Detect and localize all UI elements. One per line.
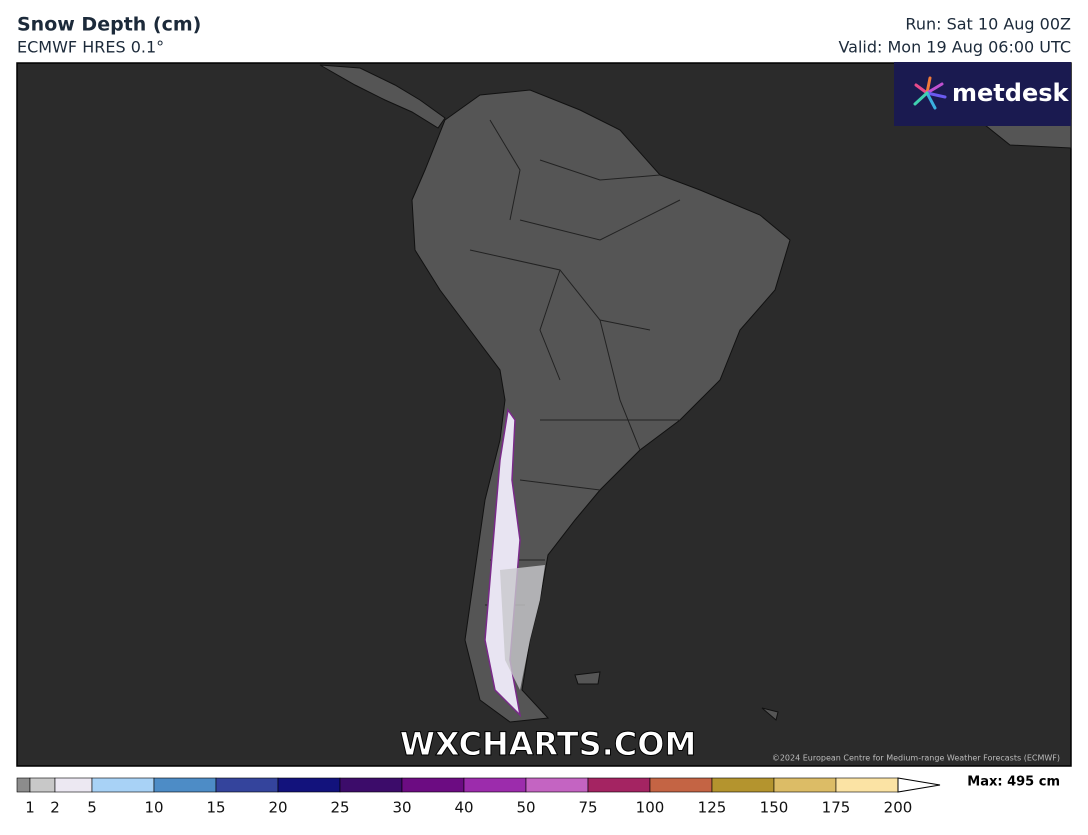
legend-label: 30 [392, 799, 411, 817]
logo-icon [913, 76, 947, 110]
copyright: ©2024 European Centre for Medium-range W… [772, 754, 1060, 763]
legend-label: 200 [884, 799, 913, 817]
legend-label: 10 [144, 799, 163, 817]
legend-swatch [277, 777, 341, 793]
central-america [319, 64, 446, 129]
logo-box [894, 62, 1071, 126]
legend-label: 5 [87, 799, 97, 817]
legend-swatch [339, 777, 403, 793]
snow [500, 565, 545, 690]
legend-swatch [29, 777, 56, 793]
legend-label: 15 [206, 799, 225, 817]
legend-arrow [897, 777, 941, 793]
legend-swatch [525, 777, 589, 793]
run: Run: Sat 10 Aug 00Z [905, 15, 1071, 34]
legend-swatch [153, 777, 217, 793]
legend-label: 125 [698, 799, 727, 817]
max-label: Max: 495 cm [967, 775, 1060, 790]
legend-swatch [587, 777, 651, 793]
legend-swatch [835, 777, 899, 793]
legend-label: 75 [578, 799, 597, 817]
legend-label: 40 [454, 799, 473, 817]
legend-label: 50 [516, 799, 535, 817]
legend-label: 150 [760, 799, 789, 817]
legend-label: 2 [50, 799, 60, 817]
legend-swatch [91, 777, 155, 793]
legend-swatch [711, 777, 775, 793]
legend-swatch [773, 777, 837, 793]
legend-label: 25 [330, 799, 349, 817]
subtitle: ECMWF HRES 0.1° [17, 38, 164, 57]
watermark: WXCHARTS.COM [400, 725, 697, 763]
map: metdesk WXCHARTS.COM ©2024 European Cent… [16, 62, 1072, 767]
title: Snow Depth (cm) [17, 14, 201, 36]
legend-swatch [54, 777, 93, 793]
legend-swatch [401, 777, 465, 793]
legend-swatch [215, 777, 279, 793]
legend-label: 100 [636, 799, 665, 817]
legend-label: 20 [268, 799, 287, 817]
valid: Valid: Mon 19 Aug 06:00 UTC [838, 38, 1071, 57]
legend-swatch [649, 777, 713, 793]
legend-label: 175 [822, 799, 851, 817]
logo: metdesk [952, 79, 1070, 107]
legend-label: 1 [25, 799, 35, 817]
legend-swatch [16, 777, 31, 793]
legend-swatch [463, 777, 527, 793]
